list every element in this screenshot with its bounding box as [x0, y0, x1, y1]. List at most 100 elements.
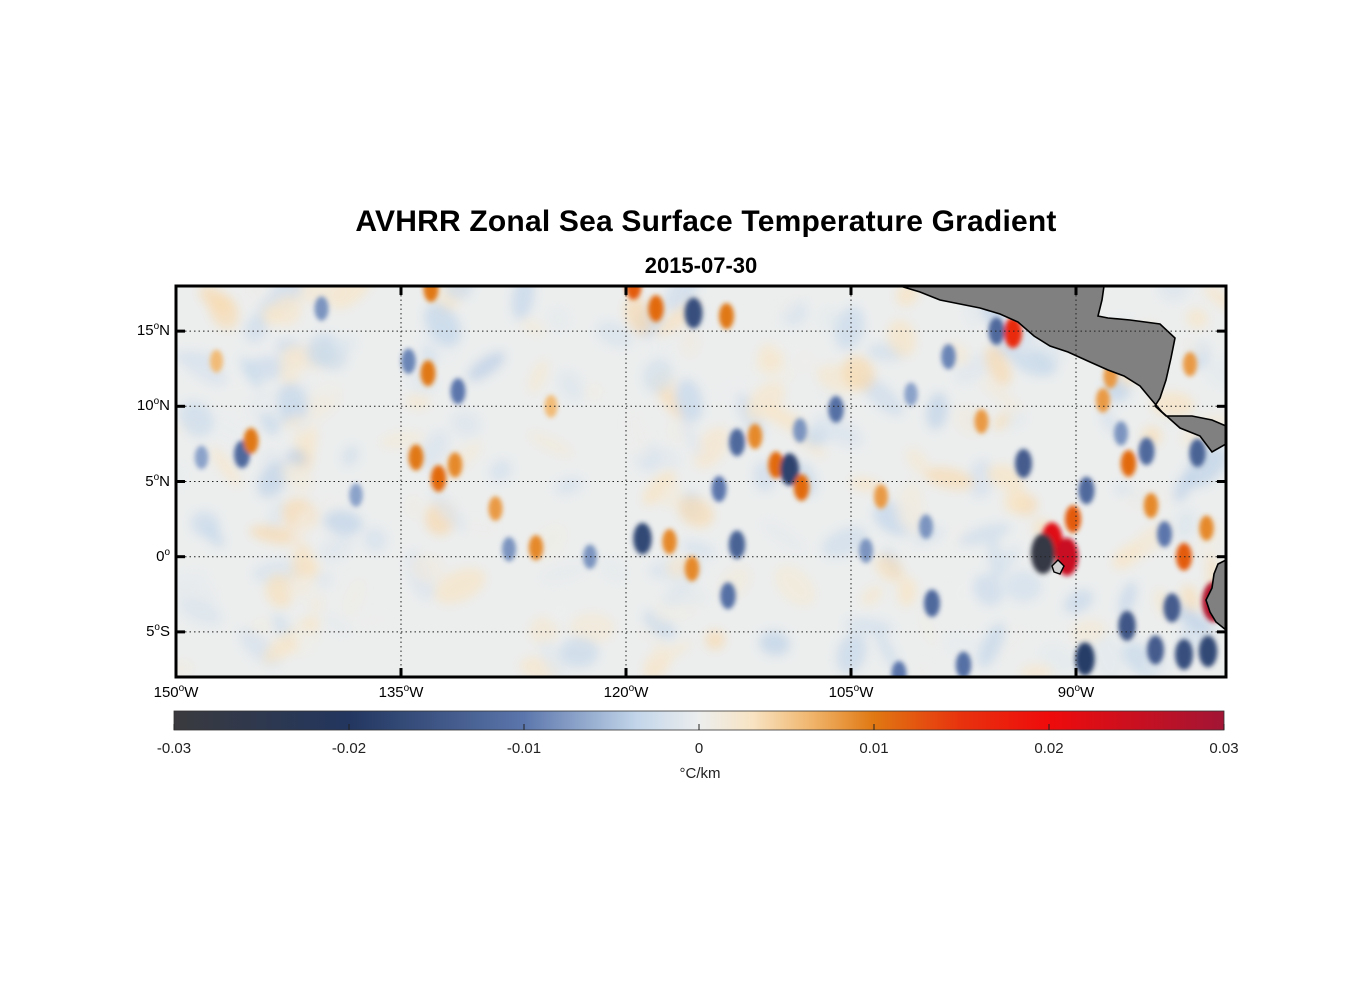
texture-blob: [520, 318, 545, 336]
cold-anomaly: [793, 418, 807, 443]
texture-blob: [424, 302, 462, 347]
texture-blob: [992, 411, 1011, 431]
texture-blob: [450, 410, 481, 438]
texture-blob: [679, 327, 701, 358]
cold-anomaly: [1118, 610, 1136, 641]
texture-blob: [624, 296, 652, 335]
texture-blob: [774, 286, 808, 320]
warm-anomaly: [1199, 515, 1214, 541]
texture-blob: [548, 307, 570, 331]
texture-blob: [834, 306, 866, 350]
texture-blob: [836, 632, 867, 674]
texture-blob: [489, 459, 512, 483]
texture-blob: [947, 575, 981, 609]
texture-blob: [540, 563, 588, 582]
texture-blob: [352, 611, 391, 630]
texture-blob: [600, 559, 626, 582]
cold-anomaly: [450, 378, 466, 405]
texture-blob: [653, 331, 671, 363]
colorbar-units: °C/km: [679, 765, 721, 782]
texture-blob: [642, 358, 674, 394]
cold-anomaly: [1031, 533, 1055, 574]
cold-anomaly: [1175, 639, 1193, 670]
texture-blob: [569, 612, 616, 644]
texture-blob: [1173, 508, 1198, 541]
texture-blob: [680, 540, 716, 558]
cold-anomaly: [1015, 448, 1032, 479]
texture-blob: [244, 314, 268, 344]
texture-blob: [1185, 308, 1209, 329]
texture-blob: [958, 523, 1011, 546]
texture-blob: [209, 293, 240, 330]
texture-blob: [677, 496, 714, 528]
warm-anomaly: [243, 427, 259, 454]
texture-blob: [1118, 581, 1137, 617]
texture-blob: [249, 525, 304, 545]
texture-blob: [557, 370, 585, 403]
warm-anomaly: [447, 452, 463, 478]
texture-blob: [434, 567, 486, 604]
cold-anomaly: [891, 660, 907, 677]
warm-anomaly: [423, 286, 439, 303]
warm-anomaly: [625, 286, 642, 300]
texture-blob: [693, 426, 730, 469]
texture-blob: [262, 629, 304, 664]
cold-anomaly: [904, 382, 918, 407]
texture-blob: [341, 445, 360, 467]
texture-blob: [1064, 589, 1094, 614]
longitude-label: 120oW: [603, 683, 649, 701]
texture-blob: [290, 286, 343, 304]
warm-anomaly: [1004, 317, 1022, 349]
texture-blob: [287, 575, 321, 602]
texture-blob: [679, 418, 703, 457]
texture-blob: [657, 447, 680, 470]
texture-blob: [1010, 347, 1057, 377]
texture-blob: [652, 637, 666, 660]
texture-blob: [887, 319, 917, 357]
cold-anomaly: [924, 589, 940, 618]
texture-blob: [642, 470, 676, 506]
texture-blob: [280, 461, 314, 494]
texture-blob: [405, 494, 423, 520]
chart-title: AVHRR Zonal Sea Surface Temperature Grad…: [355, 205, 1057, 238]
texture-blob: [1040, 645, 1077, 673]
texture-blob: [306, 333, 339, 367]
texture-blob: [467, 351, 506, 381]
latitude-label: 10oN: [136, 396, 170, 415]
texture-blob: [844, 617, 895, 635]
cold-anomaly: [1114, 421, 1128, 446]
texture-blob: [323, 510, 363, 535]
texture-blob: [342, 577, 367, 617]
cold-anomaly: [314, 296, 329, 321]
texture-blob: [265, 573, 295, 608]
texture-blob: [322, 613, 352, 636]
latitude-label: 0o: [156, 546, 170, 565]
cold-anomaly: [711, 476, 727, 503]
texture-blob: [717, 381, 747, 400]
texture-blob: [972, 574, 1004, 606]
texture-blob: [178, 596, 223, 626]
cold-anomaly: [1147, 635, 1164, 665]
cold-anomaly: [1138, 437, 1155, 466]
texture-blob: [527, 358, 549, 395]
cold-anomaly: [684, 297, 703, 329]
texture-blob: [430, 490, 467, 532]
south-america-land: [1205, 559, 1226, 632]
latitude-label: 5oN: [145, 471, 170, 490]
texture-blob: [293, 622, 322, 666]
warm-anomaly: [874, 484, 888, 509]
texture-blob: [419, 429, 450, 470]
cold-anomaly: [349, 483, 363, 507]
texture-blob: [774, 564, 816, 607]
texture-blob: [529, 615, 558, 645]
texture-blob: [954, 351, 995, 384]
warm-anomaly: [793, 474, 810, 501]
warm-anomaly: [408, 444, 424, 471]
texture-blob: [405, 394, 431, 410]
anomaly-blobs: [194, 286, 1226, 677]
texture-blob: [849, 477, 881, 492]
texture-blob: [874, 628, 900, 671]
texture-blob: [179, 400, 214, 437]
cold-anomaly: [919, 514, 933, 539]
